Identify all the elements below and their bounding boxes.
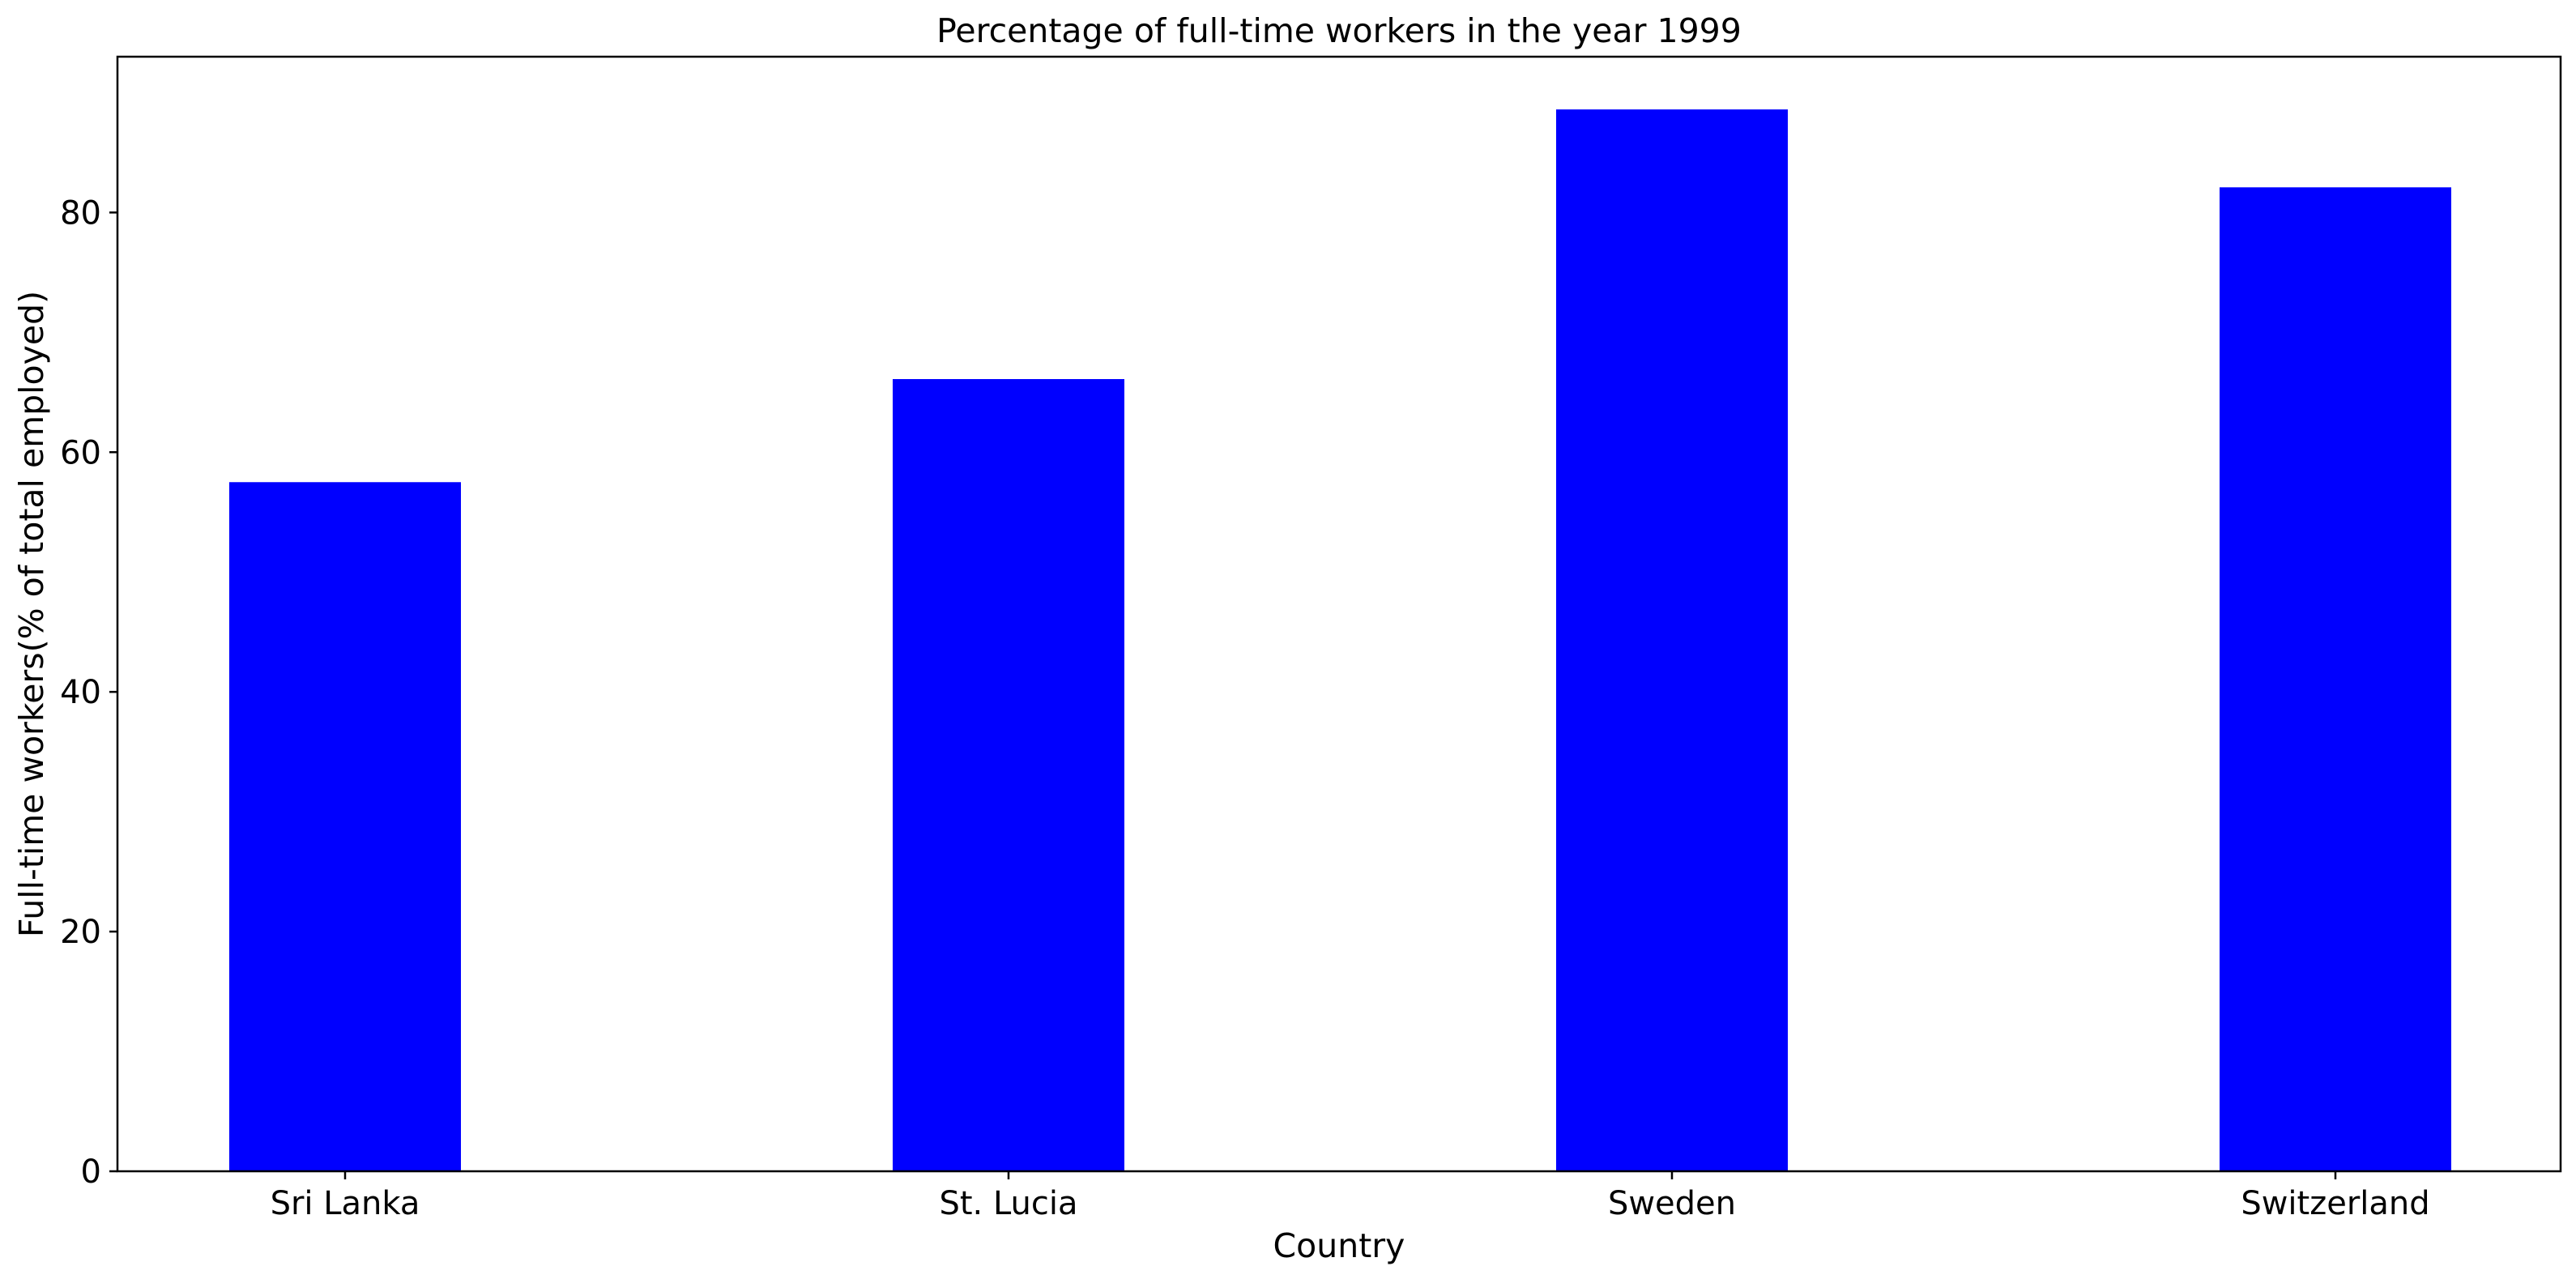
bar xyxy=(1556,109,1788,1171)
y-tick-label: 0 xyxy=(81,1153,101,1191)
y-tick-label: 20 xyxy=(60,914,101,951)
bar xyxy=(229,482,461,1171)
y-tick-label: 40 xyxy=(60,674,101,711)
y-tick-label: 60 xyxy=(60,434,101,471)
x-tick-label: Switzerland xyxy=(2241,1185,2429,1222)
chart-title: Percentage of full-time workers in the y… xyxy=(936,11,1742,50)
x-tick-label: Sri Lanka xyxy=(271,1185,420,1222)
x-axis: Sri Lanka St. Lucia Sweden Switzerland xyxy=(271,1171,2430,1222)
plot-area xyxy=(117,57,2561,1171)
x-tick-label: Sweden xyxy=(1608,1185,1736,1222)
y-tick-label: 80 xyxy=(60,194,101,232)
y-axis-label: Full-time workers(% of total employed) xyxy=(12,291,51,937)
y-axis: 0 20 40 60 80 xyxy=(60,194,117,1191)
bar xyxy=(893,379,1124,1172)
plot-frame xyxy=(116,55,2562,1173)
bars xyxy=(229,109,2451,1172)
x-tick-label: St. Lucia xyxy=(939,1185,1077,1222)
x-axis-label: Country xyxy=(1273,1226,1405,1265)
bar xyxy=(2220,187,2451,1172)
